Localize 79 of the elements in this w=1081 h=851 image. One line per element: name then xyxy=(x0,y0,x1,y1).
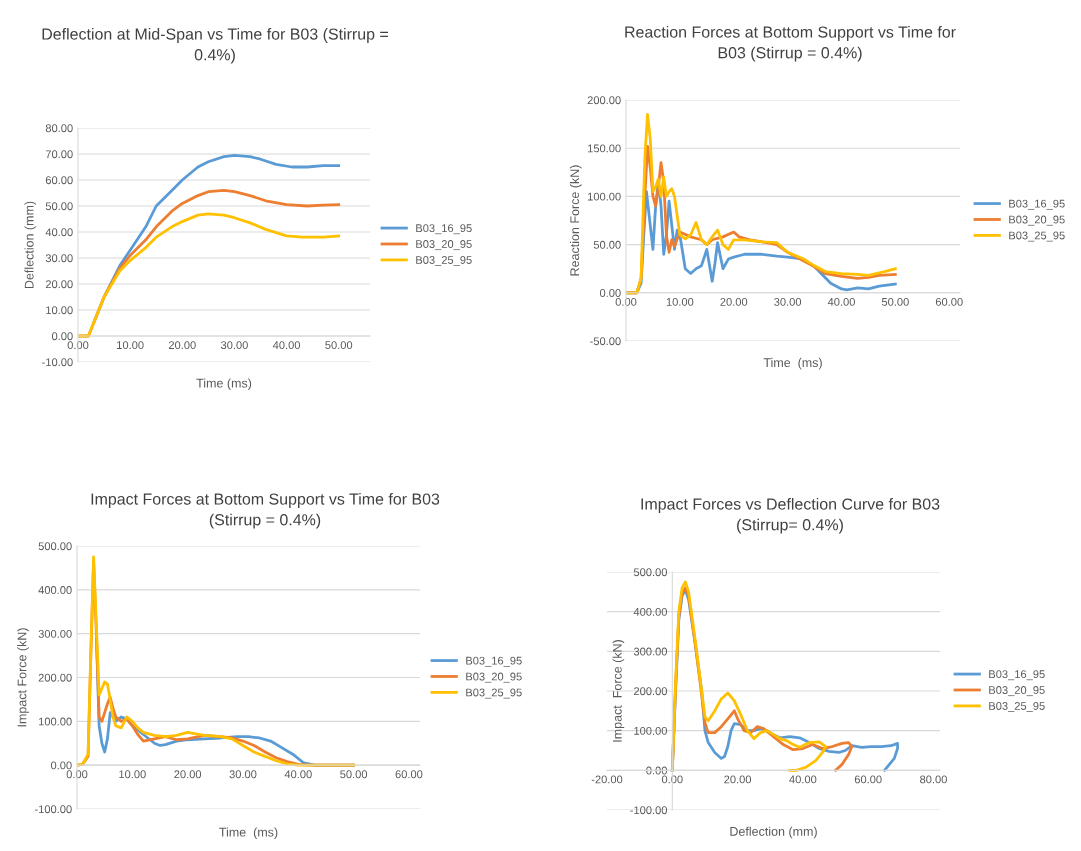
y-tick-label: 150.00 xyxy=(588,144,621,153)
legend-label: B03_25_95 xyxy=(466,688,522,699)
chart-title: Reaction Forces at Bottom Support vs Time for B03 (Stirrup = 0.4%) xyxy=(625,26,956,62)
y-tick-label: 40.00 xyxy=(45,228,73,237)
y-tick-label: 400.00 xyxy=(38,586,72,594)
y-axis-title: Impact Force (kN) xyxy=(612,640,625,742)
y-tick-label: 100.00 xyxy=(588,192,621,201)
x-tick-label: 0.00 xyxy=(67,341,89,350)
x-tick-label: 20.00 xyxy=(168,341,196,350)
chart-title: Impact Forces at Bottom Support vs Time for B03 (Stirrup = 0.4%) xyxy=(91,493,440,529)
y-tick-label: 70.00 xyxy=(45,150,73,159)
x-axis-title: Time (ms) xyxy=(196,378,252,391)
x-tick-label: 60.00 xyxy=(395,770,423,779)
y-tick-label: 0.00 xyxy=(599,289,621,297)
x-tick-label: 20.00 xyxy=(720,297,748,306)
y-axis-title: Deflection (mm) xyxy=(24,201,37,289)
y-tick-label: 50.00 xyxy=(45,202,73,211)
x-axis-title: Time (ms) xyxy=(219,827,278,840)
x-tick-label: 30.00 xyxy=(774,297,802,306)
x-tick-label: 40.00 xyxy=(789,775,817,784)
legend-label: B03_25_95 xyxy=(416,256,472,266)
y-tick-label: 100.00 xyxy=(39,717,72,726)
x-tick-label: 10.00 xyxy=(119,770,146,779)
legend-label: B03_16_95 xyxy=(416,224,472,235)
legend-label: B03_20_95 xyxy=(416,240,472,251)
x-tick-label: 20.00 xyxy=(724,775,752,784)
legend-label: B03_25_95 xyxy=(1009,231,1065,242)
x-tick-label: 10.00 xyxy=(666,297,694,306)
x-tick-label: 30.00 xyxy=(229,770,257,779)
y-tick-label: -100.00 xyxy=(34,805,72,814)
x-tick-label: 40.00 xyxy=(284,770,312,779)
y-tick-label: 200.00 xyxy=(587,96,621,105)
legend-label: B03_16_95 xyxy=(466,656,522,667)
legend-label: B03_20_95 xyxy=(989,686,1045,697)
x-tick-label: 0.00 xyxy=(615,297,637,306)
x-axis-title: Deflection (mm) xyxy=(730,826,817,839)
y-tick-label: -100.00 xyxy=(630,806,667,815)
y-tick-label: 300.00 xyxy=(633,647,667,656)
x-tick-label: 40.00 xyxy=(827,297,855,306)
x-tick-label: 50.00 xyxy=(340,770,368,779)
y-tick-label: 500.00 xyxy=(38,542,72,551)
chart-title: Impact Forces vs Deflection Curve for B03 (Stirrup= 0.4%) xyxy=(641,498,940,534)
legend-label: B03_16_95 xyxy=(989,670,1045,681)
x-tick-label: 60.00 xyxy=(935,297,963,306)
legend-label: B03_20_95 xyxy=(466,672,522,683)
x-tick-label: 20.00 xyxy=(174,770,202,779)
y-tick-label: 200.00 xyxy=(634,687,667,696)
y-tick-label: 300.00 xyxy=(38,629,72,638)
y-tick-label: 80.00 xyxy=(45,124,73,133)
x-tick-label: 60.00 xyxy=(854,775,882,784)
x-tick-label: 40.00 xyxy=(272,341,301,350)
x-tick-label: 50.00 xyxy=(881,297,909,306)
y-tick-label: 20.00 xyxy=(45,280,73,289)
x-tick-label: 10.00 xyxy=(117,341,144,350)
x-tick-label: 0.00 xyxy=(66,770,88,779)
y-tick-label: 0.00 xyxy=(50,761,72,770)
legend-label: B03_20_95 xyxy=(1009,215,1065,226)
x-tick-label: 30.00 xyxy=(220,341,248,350)
x-tick-label: -20.00 xyxy=(591,775,623,784)
y-tick-label: 500.00 xyxy=(633,568,667,577)
y-tick-label: 0.00 xyxy=(51,332,73,341)
y-tick-label: 10.00 xyxy=(46,306,73,315)
y-axis-title: Reaction Force (kN) xyxy=(569,165,582,276)
y-axis-title: Impact Force (kN) xyxy=(17,628,29,727)
y-tick-label: 60.00 xyxy=(45,176,73,185)
y-tick-label: 400.00 xyxy=(633,607,667,616)
x-tick-label: 0.00 xyxy=(661,775,683,784)
y-tick-label: 30.00 xyxy=(45,254,73,263)
y-tick-label: 100.00 xyxy=(634,726,667,735)
x-tick-label: 50.00 xyxy=(325,341,353,350)
y-tick-label: 50.00 xyxy=(593,240,621,249)
x-axis-title: Time (ms) xyxy=(763,357,822,370)
x-tick-label: 80.00 xyxy=(920,775,947,784)
y-tick-label: -50.00 xyxy=(590,337,621,346)
y-tick-label: 200.00 xyxy=(38,673,72,682)
chart-title: Deflection at Mid-Span vs Time for B03 (Stirrup = 0.4%) xyxy=(42,28,388,64)
y-tick-label: -10.00 xyxy=(42,358,73,367)
legend-label: B03_25_95 xyxy=(989,702,1045,712)
legend-label: B03_16_95 xyxy=(1009,199,1065,210)
